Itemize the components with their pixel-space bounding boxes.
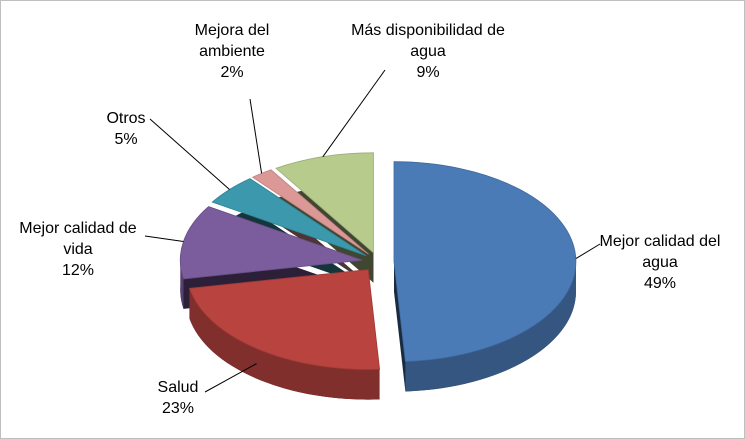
data-label: Más disponibilidad de agua 9% [343, 20, 513, 83]
data-label: Mejora del ambiente 2% [177, 20, 287, 83]
leader-line [149, 118, 230, 190]
value-label: 23% [161, 400, 195, 417]
slice [393, 161, 577, 362]
data-label: Salud 23% [138, 377, 218, 419]
slice [251, 169, 369, 255]
slice-side [405, 261, 576, 392]
leader-line [144, 235, 184, 242]
category-label: Mejor calidad de vida [19, 220, 137, 258]
category-label: Más disponibilidad de agua [351, 22, 505, 60]
slice [188, 269, 381, 370]
value-label: 5% [114, 131, 138, 148]
value-label: 2% [220, 64, 244, 81]
leader-line [249, 98, 263, 174]
value-label: 9% [416, 64, 440, 81]
value-label: 49% [643, 275, 677, 292]
slice [179, 206, 363, 280]
data-label: Mejor calidad del agua 49% [585, 231, 735, 294]
data-label: Otros 5% [91, 108, 161, 150]
slice-side [189, 288, 380, 400]
leader-line [322, 69, 386, 158]
category-label: Mejor calidad del agua [599, 233, 721, 271]
leader-line [575, 243, 601, 260]
category-label: Salud [157, 379, 199, 396]
slice-side [180, 260, 184, 309]
category-label: Mejora del ambiente [194, 22, 270, 60]
value-label: 12% [61, 262, 95, 279]
data-label: Mejor calidad de vida 12% [3, 218, 153, 281]
leader-line [204, 363, 257, 393]
category-label: Otros [106, 110, 146, 127]
